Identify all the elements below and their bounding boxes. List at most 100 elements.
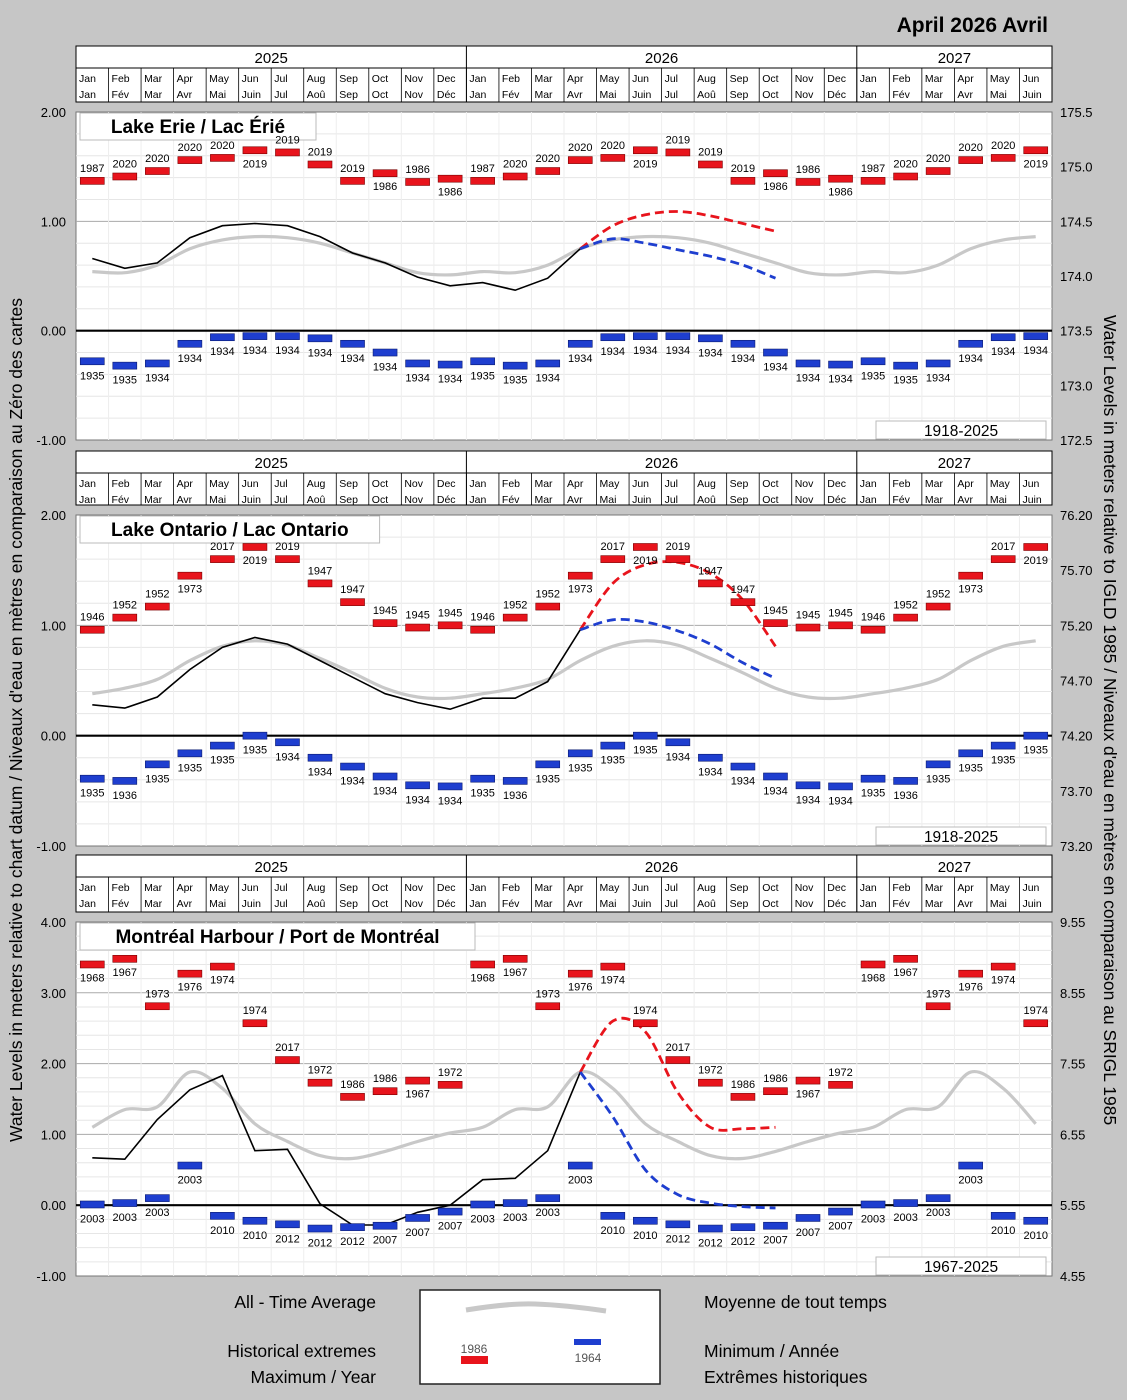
period-label: 1967-2025 — [924, 1259, 998, 1276]
min-bar — [307, 1224, 333, 1233]
max-year-label: 1986 — [373, 1073, 397, 1085]
month-label-en: Dec — [827, 73, 846, 85]
month-label-en: May — [600, 73, 621, 85]
max-year-label: 2020 — [503, 159, 527, 171]
month-label-fr: Nov — [795, 89, 814, 101]
min-bar — [372, 772, 398, 781]
month-label-en: Sep — [339, 478, 358, 490]
min-bar — [665, 332, 691, 340]
month-label-fr: Juin — [242, 898, 261, 910]
min-bar — [112, 361, 138, 370]
max-year-label: 1946 — [80, 612, 104, 624]
legend-average-en: All - Time Average — [234, 1292, 376, 1312]
month-label-en: Feb — [892, 73, 910, 85]
month-label-fr: Avr — [177, 89, 193, 101]
month-label-en: Oct — [372, 882, 388, 894]
month-label-en: Mar — [925, 73, 944, 85]
min-year-label: 1936 — [113, 790, 137, 802]
month-label-fr: Fév — [892, 494, 910, 506]
min-year-label: 1934 — [698, 767, 722, 779]
month-label-fr: Sep — [339, 89, 358, 101]
month-label-fr: Mai — [600, 898, 617, 910]
max-year-label: 1952 — [893, 600, 917, 612]
min-bar — [242, 731, 268, 740]
left-tick-label: -1.00 — [36, 433, 66, 448]
month-label-fr: Mar — [534, 494, 553, 506]
min-bar — [600, 1212, 626, 1220]
min-bar — [763, 772, 788, 781]
min-year-label: 1934 — [666, 345, 690, 357]
month-label-en: Sep — [339, 882, 358, 894]
min-bar — [730, 762, 756, 771]
max-year-label: 1945 — [828, 607, 852, 619]
max-bar — [79, 960, 105, 969]
max-bar — [698, 1078, 723, 1087]
month-label-fr: Jan — [79, 898, 96, 910]
max-bar — [372, 619, 398, 627]
month-label-fr: Juin — [1022, 898, 1041, 910]
max-bar — [145, 602, 170, 611]
max-bar — [470, 177, 495, 185]
min-bar — [958, 1161, 983, 1170]
min-bar — [470, 774, 495, 783]
month-label-en: Apr — [567, 478, 584, 490]
legend-historical-en: Historical extremes — [227, 1341, 376, 1361]
max-year-label: 1952 — [145, 589, 169, 601]
month-label-en: Jul — [274, 882, 287, 894]
right-tick-label: 4.55 — [1060, 1269, 1085, 1284]
min-bar — [307, 753, 333, 762]
max-bar — [633, 1019, 658, 1028]
month-label-en: Feb — [502, 73, 520, 85]
min-year-label: 2003 — [503, 1212, 527, 1224]
min-year-label: 2012 — [731, 1236, 755, 1248]
max-year-label: 1974 — [243, 1005, 267, 1017]
left-axis-title: Water Levels in meters relative to chart… — [6, 298, 26, 1142]
min-bar — [340, 1223, 365, 1231]
min-year-label: 1935 — [568, 762, 592, 774]
max-bar — [242, 543, 268, 551]
min-bar — [112, 1199, 138, 1207]
month-label-fr: Aoû — [307, 89, 326, 101]
max-year-label: 1974 — [991, 975, 1015, 987]
min-year-label: 2010 — [243, 1230, 267, 1242]
max-year-label: 1952 — [113, 600, 137, 612]
max-year-label: 1986 — [340, 1079, 364, 1091]
max-year-label: 1945 — [796, 610, 820, 622]
max-year-label: 1945 — [763, 605, 787, 617]
min-year-label: 1934 — [763, 785, 787, 797]
max-bar — [665, 148, 691, 157]
min-bar — [893, 1199, 918, 1207]
max-bar — [860, 625, 886, 634]
title-box — [79, 515, 381, 544]
max-year-label: 1945 — [438, 607, 462, 619]
observed-series-line — [92, 222, 581, 292]
min-year-label: 1934 — [405, 794, 429, 806]
max-year-label: 1947 — [731, 584, 755, 596]
month-label-fr: Avr — [957, 89, 973, 101]
month-label-fr: Mar — [925, 494, 944, 506]
panel-title-box: Lake Ontario / Lac Ontario — [79, 515, 381, 544]
min-year-label: 1934 — [308, 767, 332, 779]
legend-maximum-en: Maximum / Year — [251, 1367, 377, 1387]
max-year-label: 2020 — [893, 159, 917, 171]
month-label-fr: Mar — [534, 89, 553, 101]
min-bar — [958, 749, 983, 758]
min-bar — [437, 782, 463, 791]
right-tick-label: 7.55 — [1060, 1057, 1085, 1072]
max-bar — [307, 579, 333, 588]
max-year-label: 1976 — [568, 982, 592, 994]
max-bar — [763, 169, 788, 178]
month-label-en: Jan — [860, 478, 877, 490]
month-label-fr: Aoû — [307, 898, 326, 910]
min-bar — [665, 1220, 691, 1229]
month-label-fr: Fév — [892, 898, 910, 910]
max-year-label: 1968 — [80, 972, 104, 984]
right-tick-label: 75.20 — [1060, 618, 1093, 633]
max-bar — [242, 146, 268, 155]
max-bar — [1023, 1019, 1049, 1028]
month-label-en: Sep — [730, 478, 749, 490]
max-year-label: 2019 — [1023, 555, 1047, 567]
year-label: 2027 — [938, 859, 971, 876]
max-year-label: 1986 — [731, 1079, 755, 1091]
month-label-en: Apr — [177, 478, 194, 490]
